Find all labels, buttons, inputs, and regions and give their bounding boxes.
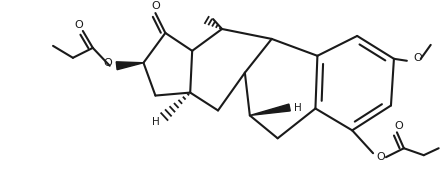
- Text: O: O: [103, 58, 112, 68]
- Text: H: H: [293, 103, 301, 114]
- Text: O: O: [377, 152, 385, 162]
- Text: O: O: [414, 53, 423, 63]
- Text: O: O: [151, 1, 160, 11]
- Text: O: O: [75, 20, 83, 30]
- Polygon shape: [116, 62, 143, 70]
- Polygon shape: [250, 104, 290, 115]
- Text: H: H: [151, 117, 159, 127]
- Text: O: O: [395, 121, 403, 131]
